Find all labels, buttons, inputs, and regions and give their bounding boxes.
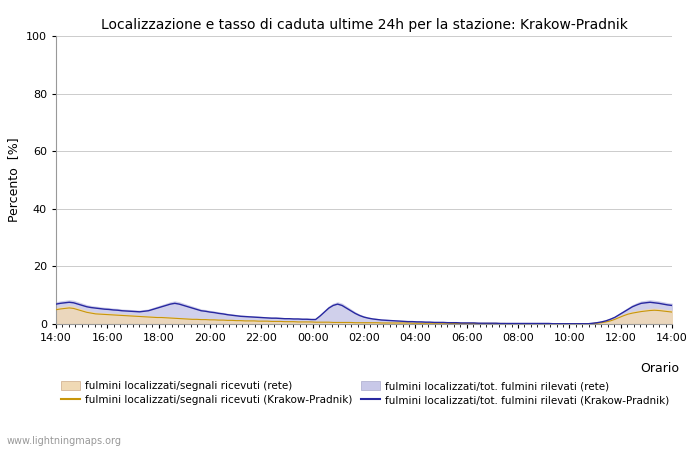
Title: Localizzazione e tasso di caduta ultime 24h per la stazione: Krakow-Pradnik: Localizzazione e tasso di caduta ultime … — [101, 18, 627, 32]
Text: www.lightningmaps.org: www.lightningmaps.org — [7, 436, 122, 446]
Legend: fulmini localizzati/segnali ricevuti (rete), fulmini localizzati/segnali ricevut: fulmini localizzati/segnali ricevuti (re… — [61, 381, 669, 405]
Text: Orario: Orario — [640, 362, 679, 375]
Y-axis label: Percento  [%]: Percento [%] — [8, 138, 20, 222]
